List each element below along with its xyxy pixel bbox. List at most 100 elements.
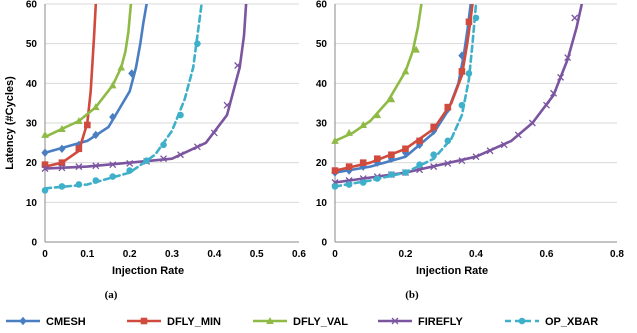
data-point-firefly-18 — [564, 54, 572, 62]
data-point-dfly-min-1 — [58, 159, 66, 166]
data-point-dfly-val-0 — [331, 136, 339, 144]
legend-marker-dfly-min — [140, 317, 148, 325]
data-point-firefly-10 — [210, 129, 218, 137]
data-point-firefly-19-stroke-b — [571, 14, 579, 22]
x-tick-label-0-3: 0.3 — [165, 249, 179, 260]
x-tick-label-0: 0 — [42, 249, 48, 260]
series-group — [41, 4, 248, 194]
data-point-cmesh-6 — [416, 140, 424, 150]
data-point-dfly-val-0 — [41, 130, 49, 138]
data-point-firefly-0 — [41, 165, 49, 173]
legend-marker-firefly-stroke-b — [391, 317, 399, 325]
y-tick-label-60: 60 — [26, 0, 38, 11]
data-point-dfly-min-2 — [359, 159, 367, 166]
data-point-dfly-min-0 — [331, 167, 339, 174]
data-point-firefly-2-stroke-b — [75, 163, 83, 171]
data-point-cmesh-5 — [128, 69, 136, 78]
data-point-firefly-5-stroke-b — [126, 160, 134, 167]
x-tick-label-0-5: 0.5 — [250, 249, 264, 260]
data-point-dfly-min-9 — [458, 68, 466, 75]
data-point-op-xbar-6 — [416, 161, 423, 168]
data-point-op-xbar-5 — [402, 169, 409, 176]
data-point-dfly-min-5 — [402, 145, 409, 153]
x-tick-label-0-2: 0.2 — [399, 249, 413, 260]
data-point-dfly-val-4 — [387, 95, 396, 103]
data-point-dfly-min-4 — [388, 151, 395, 159]
legend: CMESH DFLY_MIN DFLY_VAL FIREFLY OP_XBAR — [6, 316, 598, 328]
data-point-op-xbar-5 — [126, 167, 133, 174]
data-point-cmesh-1 — [58, 144, 66, 153]
data-point-firefly-9 — [458, 157, 466, 165]
legend-label-dfly-min: DFLY_MIN — [167, 316, 221, 328]
data-point-firefly-15-stroke-b — [543, 101, 550, 109]
series-line-firefly — [333, 4, 584, 184]
chart-panel-a: 0 10 20 30 40 50 60 0 0.1 0.2 0.3 0.4 0.5 0.6 Injectio… — [4, 0, 306, 301]
data-point-firefly-17 — [557, 73, 565, 81]
data-point-firefly-4 — [109, 161, 117, 169]
data-point-dfly-min-7 — [430, 123, 437, 131]
data-point-op-xbar-9 — [458, 101, 466, 109]
x-tick-label-0-6: 0.6 — [292, 249, 306, 260]
data-point-firefly-9 — [193, 143, 201, 151]
data-point-dfly-min-0 — [41, 161, 49, 168]
data-point-firefly-10-stroke-b — [210, 129, 218, 137]
series-line-dfly-min — [333, 4, 474, 172]
y-tick-label-60: 60 — [316, 0, 328, 11]
data-point-firefly-14 — [528, 119, 536, 127]
data-point-dfly-min-3 — [84, 121, 91, 129]
legend-marker-op-xbar — [518, 317, 526, 325]
y-axis-title: Latency (#Cycles) — [4, 76, 16, 170]
data-point-firefly-13 — [514, 131, 522, 139]
data-point-firefly-12-stroke-b — [500, 141, 508, 149]
data-point-op-xbar-1 — [345, 181, 353, 188]
data-point-firefly-3 — [92, 162, 100, 170]
data-point-dfly-min-3 — [374, 155, 381, 162]
legend-marker-dfly-val — [266, 317, 274, 324]
data-point-firefly-8 — [444, 160, 452, 167]
legend-label-cmesh: CMESH — [46, 316, 86, 328]
data-point-firefly-7 — [430, 163, 438, 171]
y-tick-label-40: 40 — [316, 79, 328, 90]
data-point-firefly-15 — [543, 101, 550, 109]
data-point-dfly-val-4 — [108, 81, 117, 89]
data-point-firefly-11 — [223, 101, 231, 109]
y-tick-label-30: 30 — [26, 119, 38, 130]
legend-item-dfly-val: DFLY_VAL — [253, 316, 348, 328]
legend-label-op-xbar: OP_XBAR — [545, 316, 598, 328]
legend-marker-cmesh — [19, 316, 27, 326]
data-point-dfly-min-2 — [75, 145, 83, 153]
data-point-dfly-min-1 — [345, 163, 353, 170]
data-point-firefly-8 — [177, 151, 184, 159]
data-point-firefly-1-stroke-b — [58, 164, 66, 172]
data-point-dfly-min-10 — [465, 18, 473, 26]
y-tick-label-40: 40 — [26, 79, 38, 90]
x-axis-title: Injection Rate — [112, 265, 184, 277]
data-point-dfly-min-8 — [444, 103, 452, 111]
series-line-op-xbar — [43, 4, 203, 190]
data-point-firefly-11-stroke-b — [486, 147, 494, 155]
data-point-dfly-val-1 — [345, 128, 353, 136]
x-axis-title: Injection Rate — [416, 265, 488, 277]
data-point-op-xbar-0 — [331, 183, 339, 190]
data-point-firefly-14-stroke-b — [528, 119, 536, 127]
data-point-firefly-10 — [472, 153, 480, 161]
data-point-dfly-val-2 — [75, 117, 83, 125]
data-point-op-xbar-4 — [109, 173, 117, 180]
legend-marker-firefly — [391, 317, 399, 325]
data-point-cmesh-4 — [109, 112, 117, 122]
data-point-cmesh-1 — [345, 166, 353, 175]
data-point-firefly-2 — [75, 163, 83, 171]
data-point-op-xbar-10 — [465, 70, 473, 77]
data-point-firefly-11-stroke-b — [223, 101, 231, 109]
data-point-dfly-val-5 — [117, 63, 125, 71]
x-tick-label-0-6: 0.6 — [540, 249, 554, 260]
data-point-firefly-12-stroke-b — [234, 62, 242, 69]
data-point-op-xbar-3 — [374, 175, 381, 182]
y-tick-label-20: 20 — [26, 158, 38, 169]
y-tick-label-0: 0 — [321, 238, 327, 249]
data-point-firefly-11 — [486, 147, 494, 155]
data-point-dfly-val-3 — [373, 111, 382, 119]
y-tick-label-10: 10 — [26, 198, 38, 209]
data-point-op-xbar-2 — [75, 181, 83, 188]
x-tick-label-0: 0 — [332, 249, 338, 260]
